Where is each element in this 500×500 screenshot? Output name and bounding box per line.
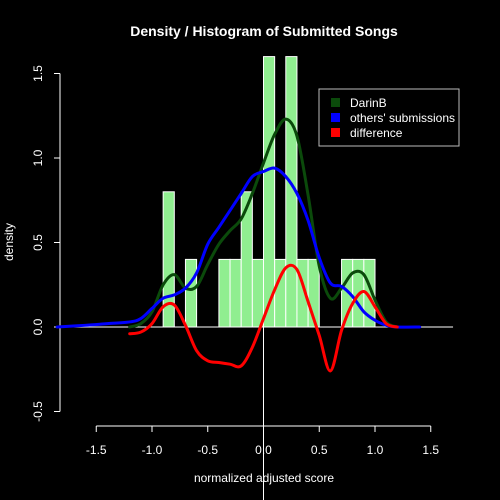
axes: -1.5 -1.0 -0.5 0.0 0.5 1.0 1.5 -0.5 0.0 0.5 1.0 1.5 (31, 65, 454, 500)
x-tick-label: -0.5 (197, 443, 218, 457)
series-line-others (55, 166, 422, 329)
y-tick-label: 1.0 (31, 149, 45, 166)
legend-box (318, 88, 460, 147)
legend-swatch-others (331, 113, 340, 122)
y-tick-label: 0.0 (31, 318, 45, 335)
histogram-bar (263, 56, 276, 328)
legend-label-others: others' submissions (350, 111, 455, 125)
y-axis-label: density (2, 223, 16, 261)
legend: DarinB others' submissions difference (318, 88, 460, 147)
x-tick-label: 0.5 (311, 443, 328, 457)
histogram-bar (229, 258, 242, 328)
histogram-bar (184, 258, 198, 328)
series-line-darinb (128, 117, 399, 329)
y-tick-label: -0.5 (31, 401, 45, 422)
legend-label-darinb: DarinB (350, 96, 387, 110)
y-tick-label: 0.5 (31, 234, 45, 251)
histogram-bar (240, 191, 253, 328)
legend-label-difference: difference (350, 126, 403, 140)
x-axis-label: normalized adjusted score (194, 471, 334, 485)
x-tick-label: 1.0 (367, 443, 384, 457)
y-tick-label: 1.5 (31, 65, 45, 82)
density-curves (55, 117, 422, 373)
legend-swatch-difference (331, 128, 340, 137)
chart-title: Density / Histogram of Submitted Songs (130, 23, 398, 39)
legend-swatch-darinb (331, 98, 340, 107)
series-line-difference (128, 263, 399, 373)
histogram-bar (251, 258, 265, 328)
x-tick-label: 1.5 (422, 443, 439, 457)
x-tick-label: -1.5 (86, 443, 107, 457)
x-tick-label: 0.0 (255, 443, 272, 457)
histogram-bar (218, 258, 231, 328)
x-tick-label: -1.0 (142, 443, 163, 457)
